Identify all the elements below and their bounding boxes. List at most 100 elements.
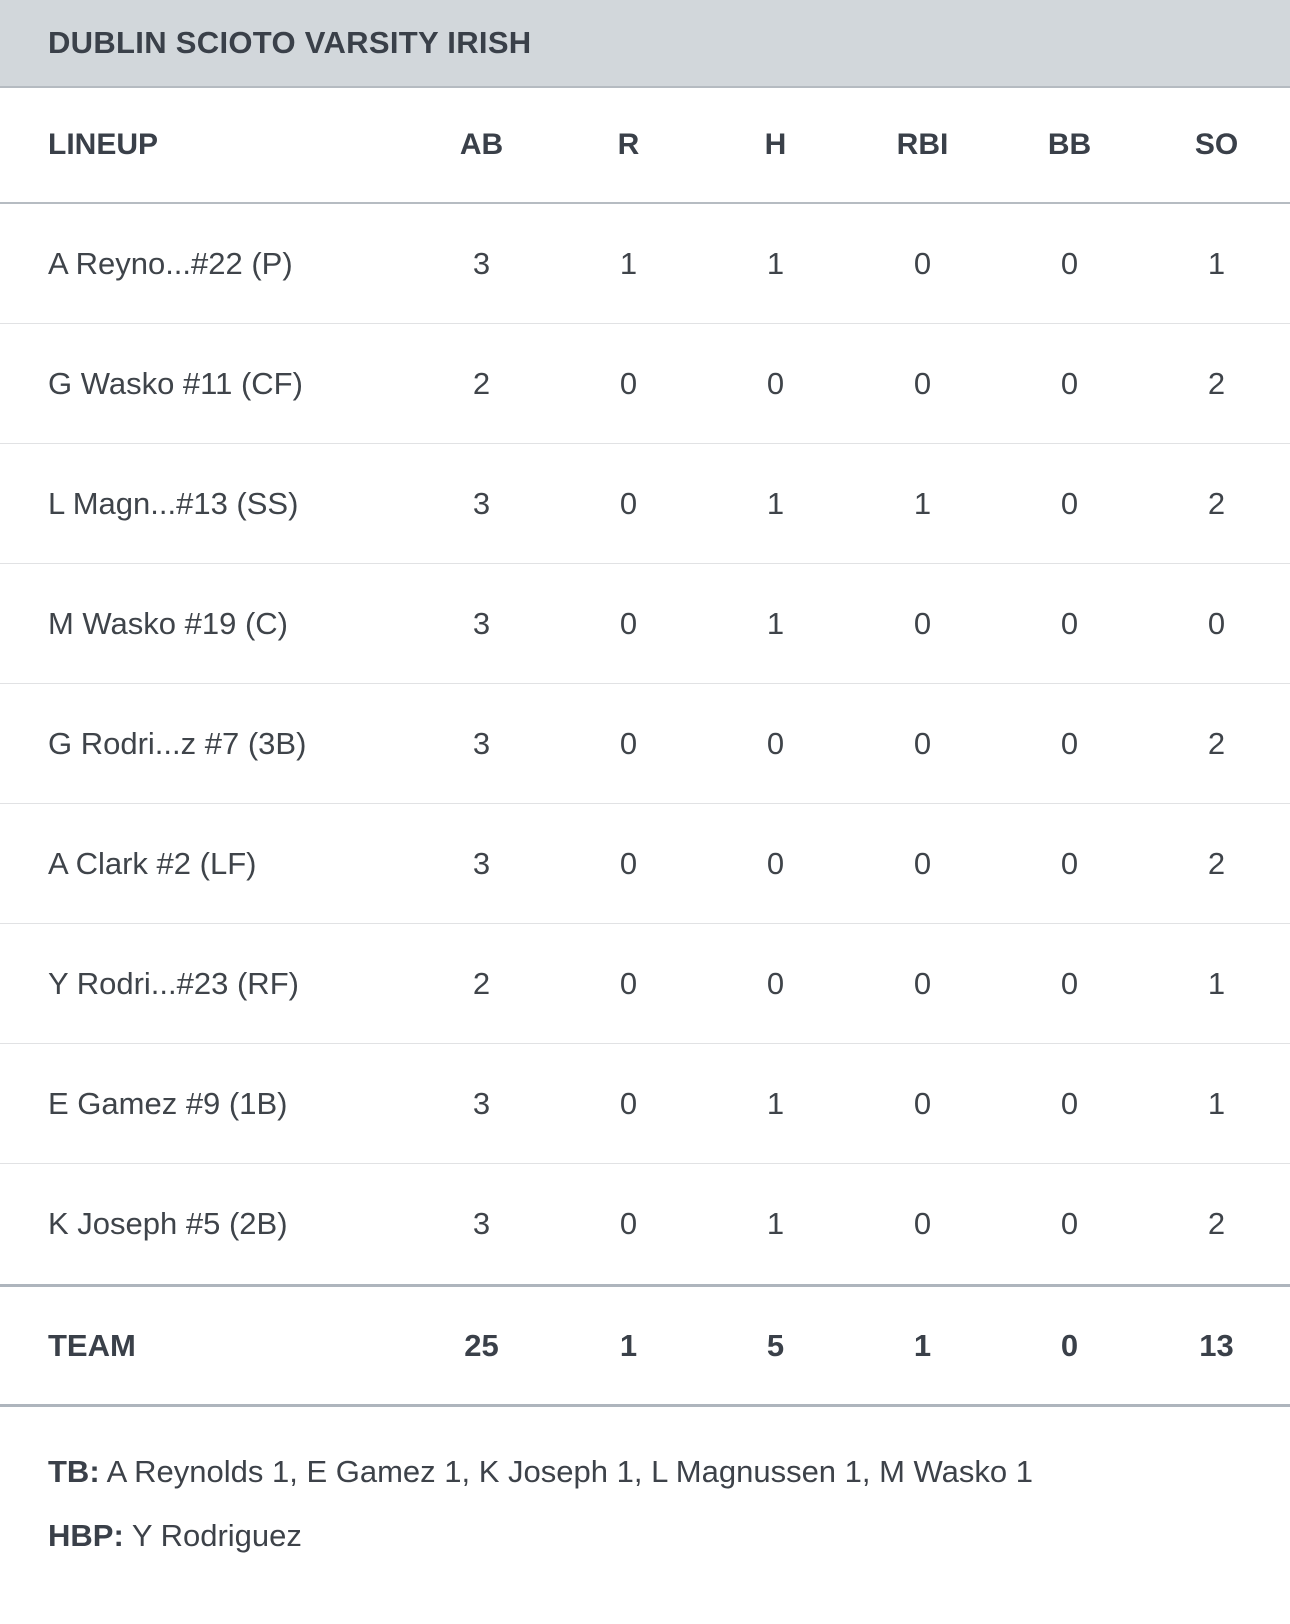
stat-rbi: 0 <box>913 965 932 1001</box>
stat-rbi: 0 <box>913 365 932 401</box>
stat-rbi: 0 <box>913 1085 932 1121</box>
stat-ab: 3 <box>472 245 491 281</box>
stat-bb: 0 <box>1060 725 1079 761</box>
player-name: K Joseph #5 (2B) <box>48 1206 288 1241</box>
stat-ab: 3 <box>472 725 491 761</box>
hbp-note: HBP: Y Rodriguez <box>48 1513 1242 1559</box>
stat-r: 0 <box>619 845 638 881</box>
player-name: G Wasko #11 (CF) <box>48 365 303 401</box>
stat-h: 0 <box>766 965 785 1001</box>
stat-so: 2 <box>1207 365 1226 401</box>
box-score-table: LINEUP AB R H RBI BB SO A Reyno...#22 (P… <box>0 88 1290 1407</box>
notes-divider <box>0 1404 1290 1407</box>
column-header-h: H <box>764 128 787 161</box>
stat-h: 0 <box>766 845 785 881</box>
column-header-row: LINEUP AB R H RBI BB SO <box>0 88 1290 204</box>
stat-bb: 0 <box>1060 845 1079 881</box>
stat-so: 2 <box>1207 1206 1226 1241</box>
stat-r: 0 <box>619 485 638 521</box>
table-row[interactable]: M Wasko #19 (C) 3 0 1 0 0 0 <box>0 564 1290 684</box>
player-name: M Wasko #19 (C) <box>48 605 289 641</box>
table-row[interactable]: G Rodri...z #7 (3B) 3 0 0 0 0 2 <box>0 684 1290 804</box>
stat-so: 1 <box>1207 245 1226 281</box>
stat-r: 0 <box>619 965 638 1001</box>
player-name: A Clark #2 (LF) <box>48 845 257 881</box>
team-header: DUBLIN SCIOTO VARSITY IRISH <box>0 0 1290 88</box>
stat-ab: 3 <box>472 605 491 641</box>
stat-h: 0 <box>766 725 785 761</box>
stat-ab: 3 <box>472 1085 491 1121</box>
player-name: G Rodri...z #7 (3B) <box>48 725 307 761</box>
team-title: DUBLIN SCIOTO VARSITY IRISH <box>48 25 532 60</box>
stat-r: 1 <box>619 245 638 281</box>
total-bases-note: TB: A Reynolds 1, E Gamez 1, K Joseph 1,… <box>48 1449 1148 1495</box>
stat-ab: 3 <box>472 1206 491 1241</box>
player-name: L Magn...#13 (SS) <box>48 485 299 521</box>
stat-so: 0 <box>1207 605 1226 641</box>
stat-r: 0 <box>619 725 638 761</box>
table-row[interactable]: E Gamez #9 (1B) 3 0 1 0 0 1 <box>0 1044 1290 1164</box>
stat-so: 2 <box>1207 485 1226 521</box>
player-name: E Gamez #9 (1B) <box>48 1085 288 1121</box>
stat-bb: 0 <box>1060 965 1079 1001</box>
stat-bb: 0 <box>1060 1085 1079 1121</box>
stat-r: 0 <box>619 605 638 641</box>
stat-bb: 0 <box>1060 365 1079 401</box>
stat-h: 1 <box>766 1085 785 1121</box>
team-stat-rbi: 1 <box>913 1327 932 1363</box>
column-header-so: SO <box>1194 128 1239 161</box>
table-row[interactable]: A Clark #2 (LF) 3 0 0 0 0 2 <box>0 804 1290 924</box>
stat-h: 1 <box>766 1206 785 1241</box>
table-row[interactable]: K Joseph #5 (2B) 3 0 1 0 0 2 <box>0 1164 1290 1284</box>
stat-h: 0 <box>766 365 785 401</box>
stat-h: 1 <box>766 245 785 281</box>
stat-ab: 2 <box>472 965 491 1001</box>
stat-ab: 2 <box>472 365 491 401</box>
team-total-row: TEAM 25 1 5 1 0 13 <box>0 1287 1290 1404</box>
stat-rbi: 0 <box>913 605 932 641</box>
column-header-rbi: RBI <box>896 128 949 161</box>
tb-text: A Reynolds 1, E Gamez 1, K Joseph 1, L M… <box>106 1454 1034 1489</box>
player-name: Y Rodri...#23 (RF) <box>48 965 299 1001</box>
stat-so: 1 <box>1207 1085 1226 1121</box>
team-stat-r: 1 <box>619 1327 638 1363</box>
stat-rbi: 0 <box>913 1206 932 1241</box>
stat-so: 2 <box>1207 725 1226 761</box>
table-row[interactable]: Y Rodri...#23 (RF) 2 0 0 0 0 1 <box>0 924 1290 1044</box>
table-row[interactable]: L Magn...#13 (SS) 3 0 1 1 0 2 <box>0 444 1290 564</box>
stat-rbi: 0 <box>913 845 932 881</box>
team-label: TEAM <box>48 1327 136 1363</box>
team-stat-bb: 0 <box>1060 1327 1079 1363</box>
stat-rbi: 0 <box>913 725 932 761</box>
stat-r: 0 <box>619 365 638 401</box>
stat-rbi: 1 <box>913 485 932 521</box>
column-header-ab: AB <box>459 128 504 161</box>
stat-so: 2 <box>1207 845 1226 881</box>
stat-r: 0 <box>619 1085 638 1121</box>
stat-ab: 3 <box>472 845 491 881</box>
stat-ab: 3 <box>472 485 491 521</box>
stat-h: 1 <box>766 605 785 641</box>
hbp-text: Y Rodriguez <box>131 1518 302 1553</box>
player-name: A Reyno...#22 (P) <box>48 245 293 281</box>
stat-bb: 0 <box>1060 485 1079 521</box>
column-header-r: R <box>617 128 640 161</box>
team-stat-h: 5 <box>766 1327 785 1363</box>
table-row[interactable]: A Reyno...#22 (P) 3 1 1 0 0 1 <box>0 204 1290 324</box>
stat-rbi: 0 <box>913 245 932 281</box>
stat-bb: 0 <box>1060 605 1079 641</box>
team-stat-so: 13 <box>1199 1327 1234 1363</box>
stat-so: 1 <box>1207 965 1226 1001</box>
column-header-bb: BB <box>1047 128 1092 161</box>
table-row[interactable]: G Wasko #11 (CF) 2 0 0 0 0 2 <box>0 324 1290 444</box>
stat-h: 1 <box>766 485 785 521</box>
team-row-divider <box>0 1284 1290 1287</box>
hbp-label: HBP: <box>48 1518 124 1553</box>
stat-bb: 0 <box>1060 1206 1079 1241</box>
team-stat-ab: 25 <box>464 1327 499 1363</box>
column-header-lineup: LINEUP <box>48 128 159 161</box>
tb-label: TB: <box>48 1454 100 1489</box>
game-notes: TB: A Reynolds 1, E Gamez 1, K Joseph 1,… <box>0 1407 1290 1559</box>
stat-bb: 0 <box>1060 245 1079 281</box>
